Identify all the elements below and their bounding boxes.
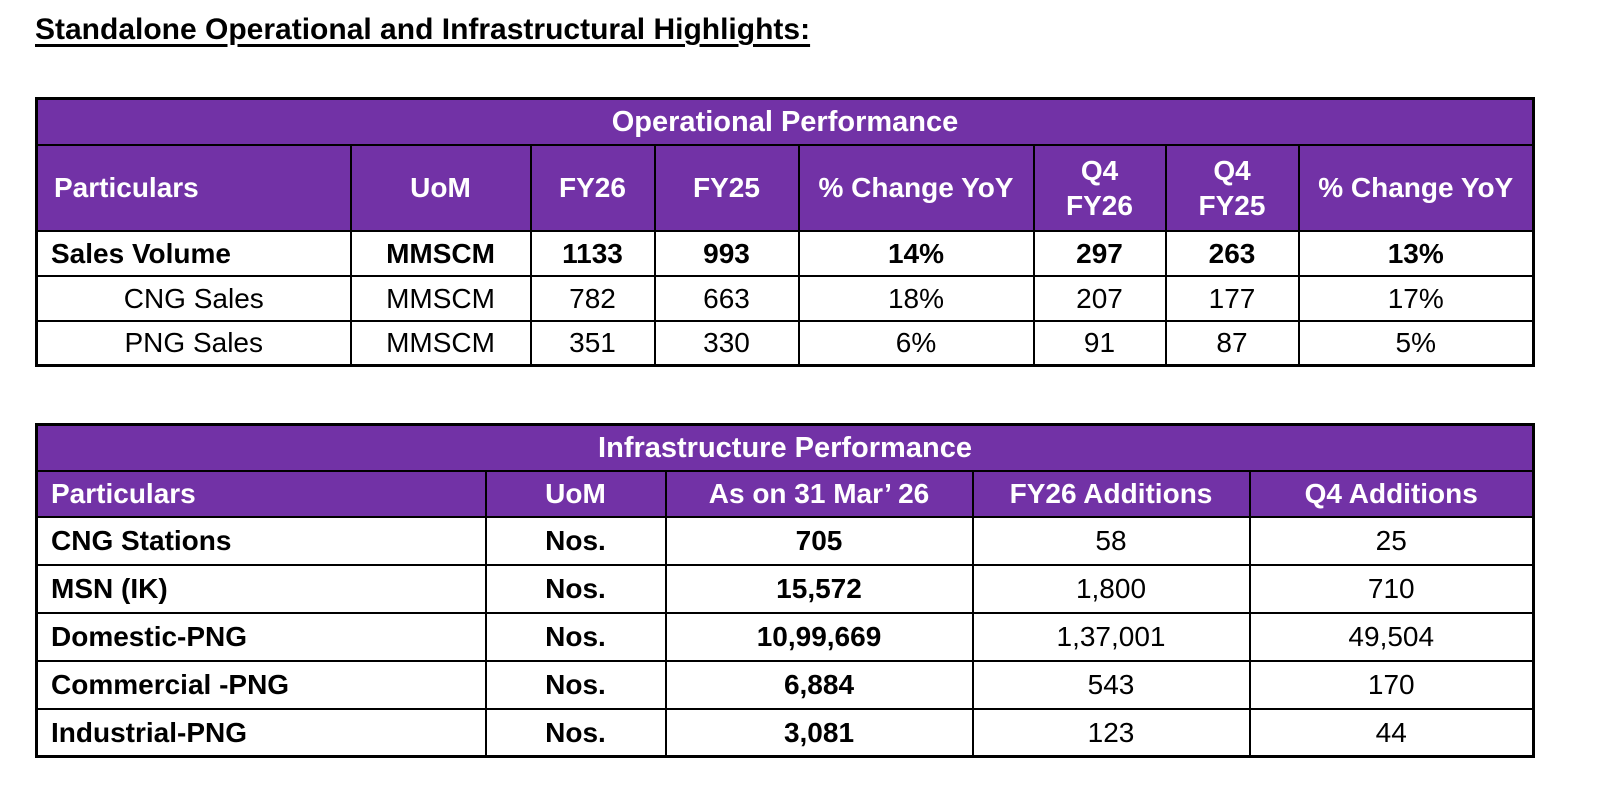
infrastructure-performance-table: Infrastructure Performance Particulars U… [35,423,1535,758]
cell-as-on-date: 6,884 [664,659,974,710]
cell-uom: Nos. [484,707,667,758]
col-header-uom: UoM [484,469,667,518]
cell-fy26: 351 [529,319,656,367]
cell-q4-fy26: 91 [1032,319,1167,367]
cell-fy25: 663 [653,274,800,322]
cell-yoy-change: 6% [797,319,1035,367]
operational-table-title-row: Operational Performance [35,97,1535,146]
cell-q4-additions: 170 [1248,659,1535,710]
infrastructure-table-title-row: Infrastructure Performance [35,423,1535,472]
cell-fy26-additions: 1,37,001 [971,611,1251,662]
cell-particulars: Industrial-PNG [35,707,487,758]
cell-particulars: Domestic-PNG [35,611,487,662]
cell-uom: MMSCM [349,229,532,277]
cell-q4-yoy-change: 17% [1297,274,1535,322]
col-header-fy26: FY26 [529,143,656,232]
cell-particulars: CNG Stations [35,515,487,566]
cell-particulars: CNG Sales [35,274,352,322]
cell-q4-fy26: 207 [1032,274,1167,322]
col-header-fy26-additions: FY26 Additions [971,469,1251,518]
cell-fy26: 1133 [529,229,656,277]
col-header-fy25: FY25 [653,143,800,232]
cell-particulars: Sales Volume [35,229,352,277]
cell-as-on-date: 10,99,669 [664,611,974,662]
table-row-commercial-png: Commercial -PNG Nos. 6,884 543 170 [35,659,1535,710]
cell-q4-yoy-change: 5% [1297,319,1535,367]
cell-q4-fy25: 177 [1164,274,1300,322]
cell-fy26-additions: 543 [971,659,1251,710]
cell-uom: Nos. [484,659,667,710]
cell-fy26-additions: 58 [971,515,1251,566]
cell-yoy-change: 18% [797,274,1035,322]
cell-as-on-date: 15,572 [664,563,974,614]
table-row-msn-ik: MSN (IK) Nos. 15,572 1,800 710 [35,563,1535,614]
cell-uom: Nos. [484,611,667,662]
cell-fy25: 993 [653,229,800,277]
table-row-png-sales: PNG Sales MMSCM 351 330 6% 91 87 5% [35,319,1535,367]
operational-performance-table: Operational Performance Particulars UoM … [35,97,1535,367]
cell-particulars: PNG Sales [35,319,352,367]
cell-as-on-date: 705 [664,515,974,566]
infrastructure-table-title: Infrastructure Performance [35,423,1535,472]
cell-particulars: Commercial -PNG [35,659,487,710]
cell-uom: Nos. [484,515,667,566]
cell-particulars: MSN (IK) [35,563,487,614]
table-row-domestic-png: Domestic-PNG Nos. 10,99,669 1,37,001 49,… [35,611,1535,662]
cell-q4-additions: 25 [1248,515,1535,566]
cell-yoy-change: 14% [797,229,1035,277]
cell-q4-additions: 44 [1248,707,1535,758]
cell-q4-fy25: 87 [1164,319,1300,367]
table-row-cng-sales: CNG Sales MMSCM 782 663 18% 207 177 17% [35,274,1535,322]
operational-table-header-row: Particulars UoM FY26 FY25 % Change YoY Q… [35,143,1535,232]
cell-q4-additions: 710 [1248,563,1535,614]
col-header-q4-additions: Q4 Additions [1248,469,1535,518]
col-header-yoy-change: % Change YoY [797,143,1035,232]
cell-q4-fy26: 297 [1032,229,1167,277]
table-row-sales-volume: Sales Volume MMSCM 1133 993 14% 297 263 … [35,229,1535,277]
cell-fy26-additions: 123 [971,707,1251,758]
cell-uom: Nos. [484,563,667,614]
cell-uom: MMSCM [349,319,532,367]
cell-as-on-date: 3,081 [664,707,974,758]
cell-fy26: 782 [529,274,656,322]
cell-q4-additions: 49,504 [1248,611,1535,662]
table-row-industrial-png: Industrial-PNG Nos. 3,081 123 44 [35,707,1535,758]
col-header-q4-fy25: Q4 FY25 [1164,143,1300,232]
infrastructure-table-header-row: Particulars UoM As on 31 Mar’ 26 FY26 Ad… [35,469,1535,518]
col-header-q4-yoy-change: % Change YoY [1297,143,1535,232]
col-header-particulars: Particulars [35,143,352,232]
operational-table-title: Operational Performance [35,97,1535,146]
cell-q4-yoy-change: 13% [1297,229,1535,277]
col-header-q4-fy26: Q4 FY26 [1032,143,1167,232]
col-header-uom: UoM [349,143,532,232]
cell-fy26-additions: 1,800 [971,563,1251,614]
table-row-cng-stations: CNG Stations Nos. 705 58 25 [35,515,1535,566]
cell-uom: MMSCM [349,274,532,322]
cell-q4-fy25: 263 [1164,229,1300,277]
col-header-as-on-date: As on 31 Mar’ 26 [664,469,974,518]
page-title: Standalone Operational and Infrastructur… [35,13,811,46]
cell-fy25: 330 [653,319,800,367]
col-header-particulars: Particulars [35,469,487,518]
